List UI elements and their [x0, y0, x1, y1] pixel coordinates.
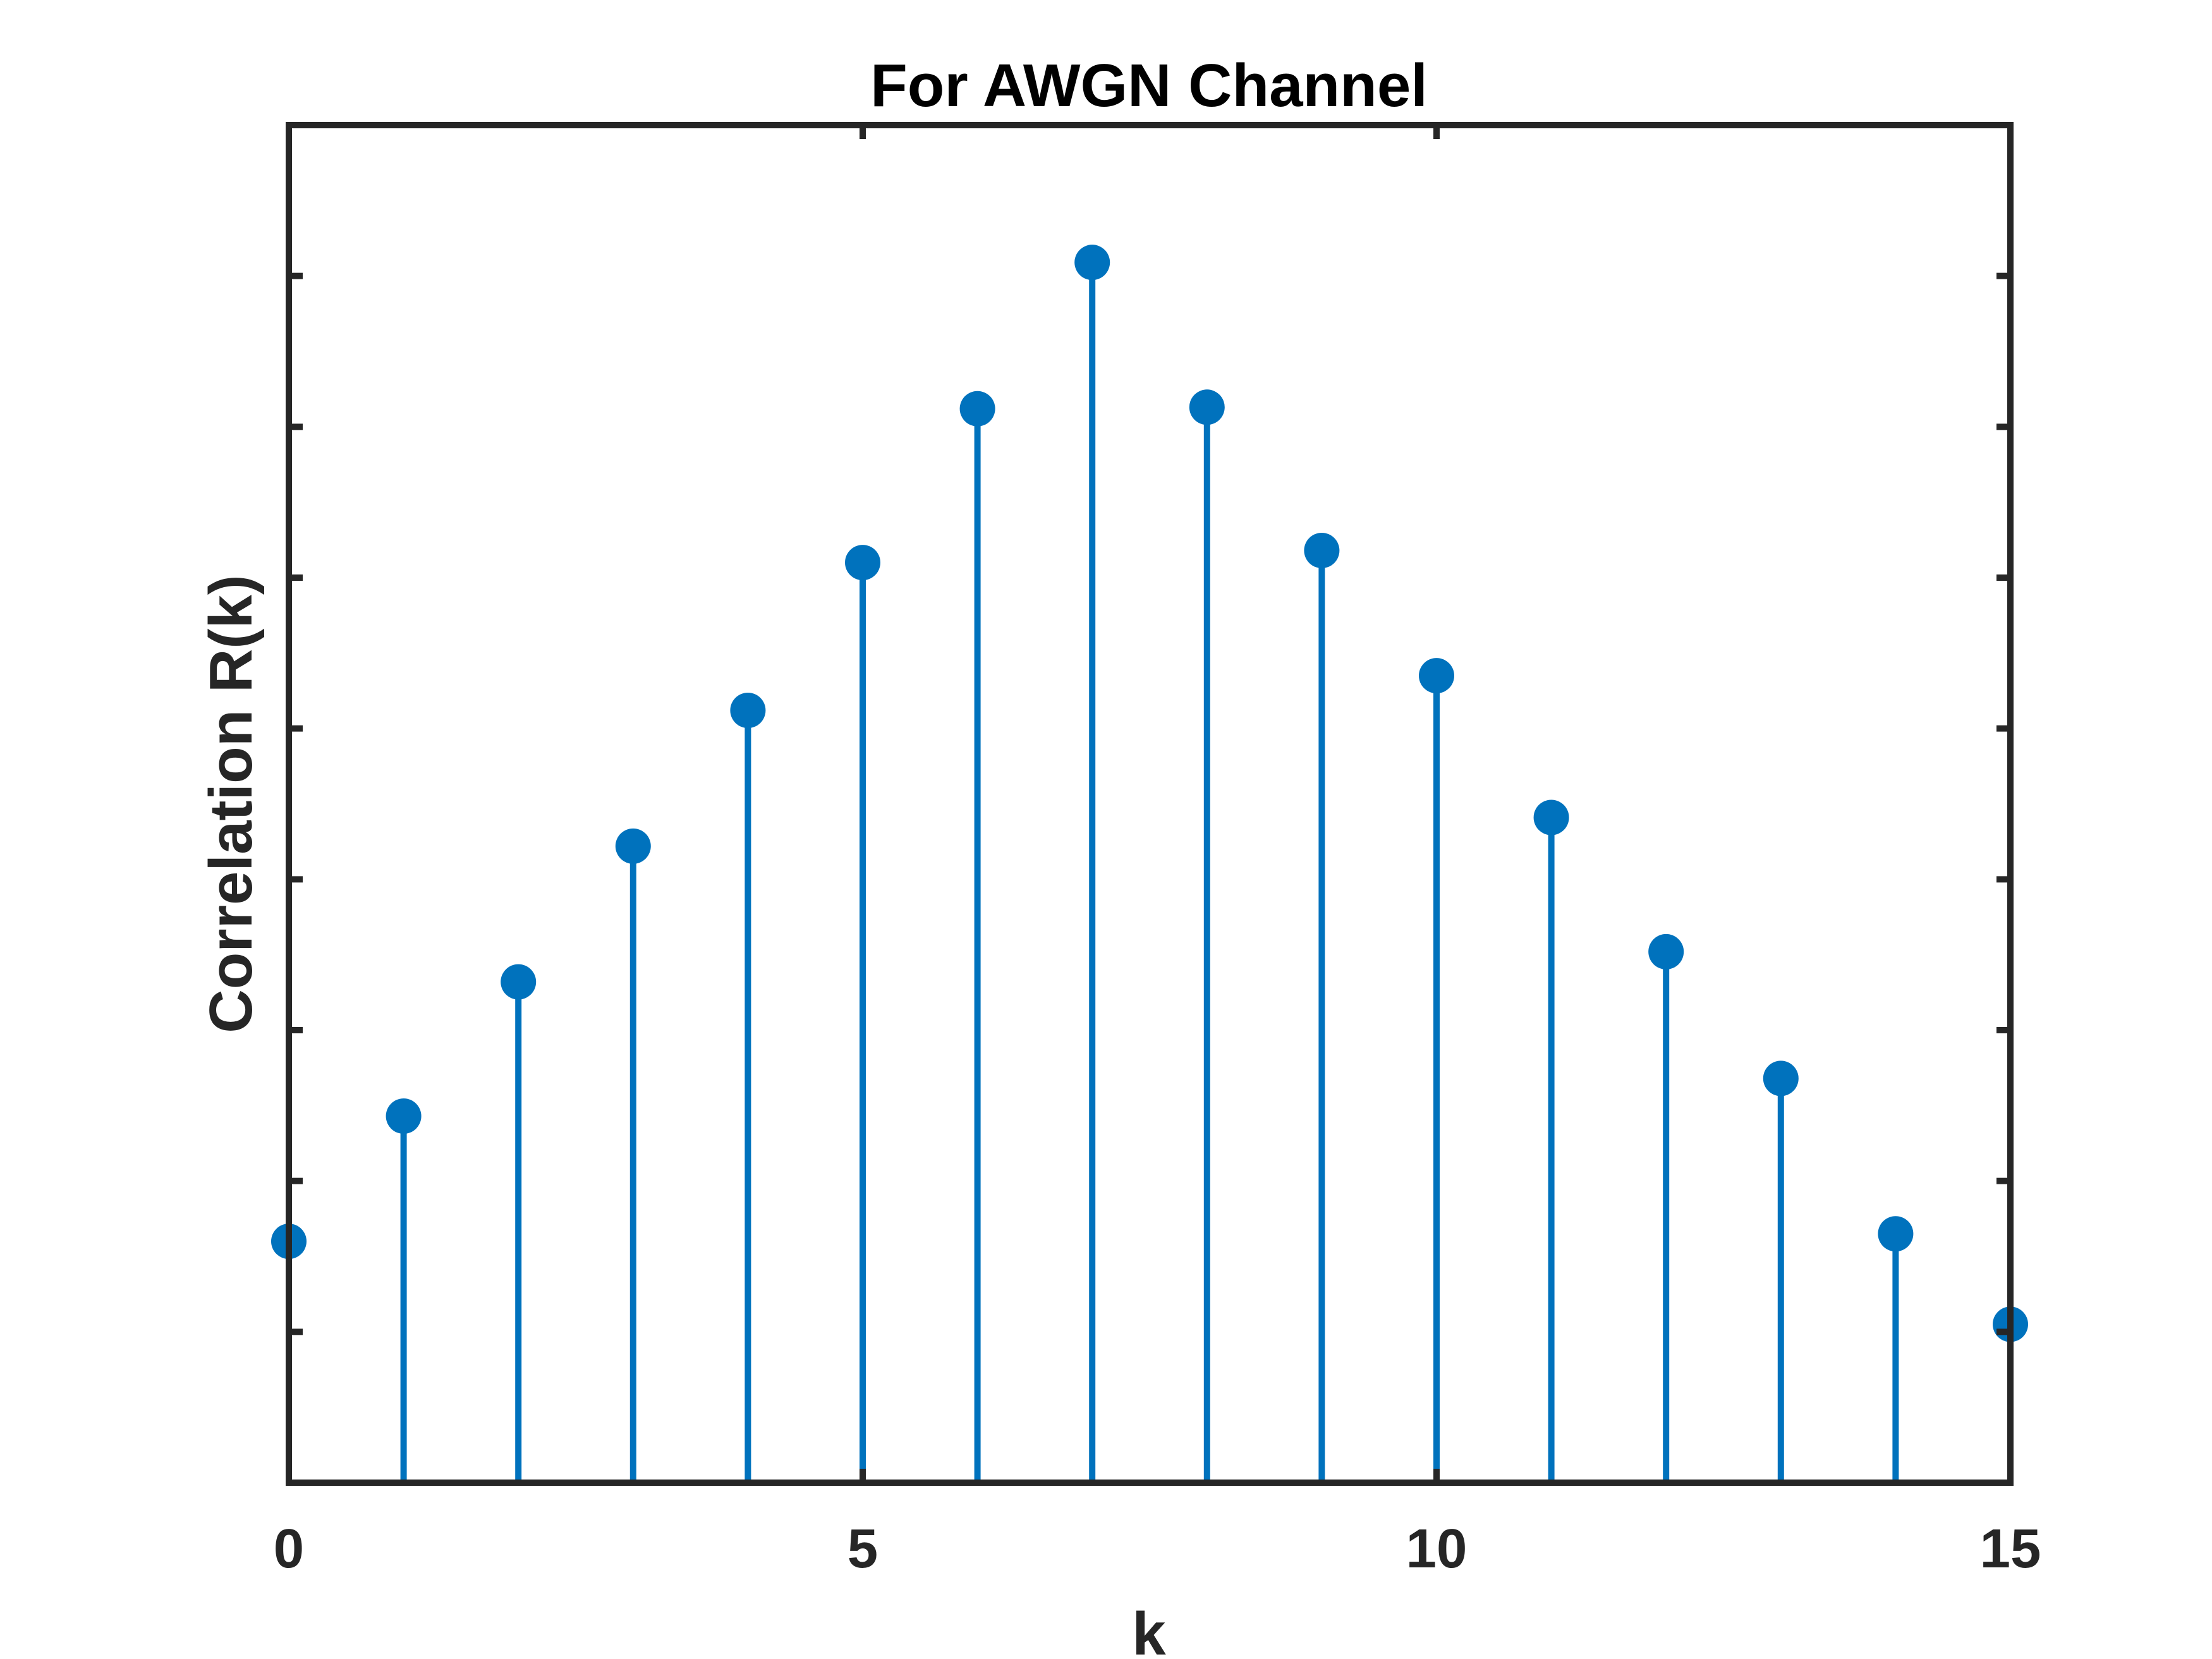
- x-tick-label: 5: [848, 1518, 878, 1579]
- stem-marker-5: [845, 545, 880, 581]
- chart-title: For AWGN Channel: [870, 52, 1428, 119]
- plot-area-frame: [286, 122, 2014, 1486]
- x-tick-label: 0: [274, 1518, 304, 1579]
- stem-marker-11: [1533, 799, 1569, 836]
- stem-marker-3: [615, 828, 651, 864]
- stem-marker-10: [1419, 658, 1454, 694]
- stem-marker-2: [501, 964, 537, 1000]
- x-tick-labels: 0 5 10 15: [274, 1518, 2041, 1579]
- stem-marker-1: [386, 1098, 422, 1134]
- axis-ticks: [286, 125, 2014, 1483]
- stem-marker-12: [1648, 933, 1684, 969]
- stem-marker-4: [730, 693, 766, 729]
- stem-marker-14: [1878, 1216, 1914, 1252]
- stem-marker-8: [1189, 389, 1225, 425]
- x-tick-label: 15: [1980, 1518, 2041, 1579]
- y-axis-label: Correlation R(k): [197, 574, 265, 1033]
- x-tick-label: 10: [1406, 1518, 1468, 1579]
- stem-series: [271, 245, 2028, 1483]
- stem-marker-13: [1763, 1060, 1799, 1097]
- stem-marker-9: [1304, 533, 1340, 569]
- x-axis-label: k: [1132, 1600, 1166, 1659]
- stem-marker-7: [1074, 245, 1110, 281]
- stem-marker-6: [959, 391, 995, 427]
